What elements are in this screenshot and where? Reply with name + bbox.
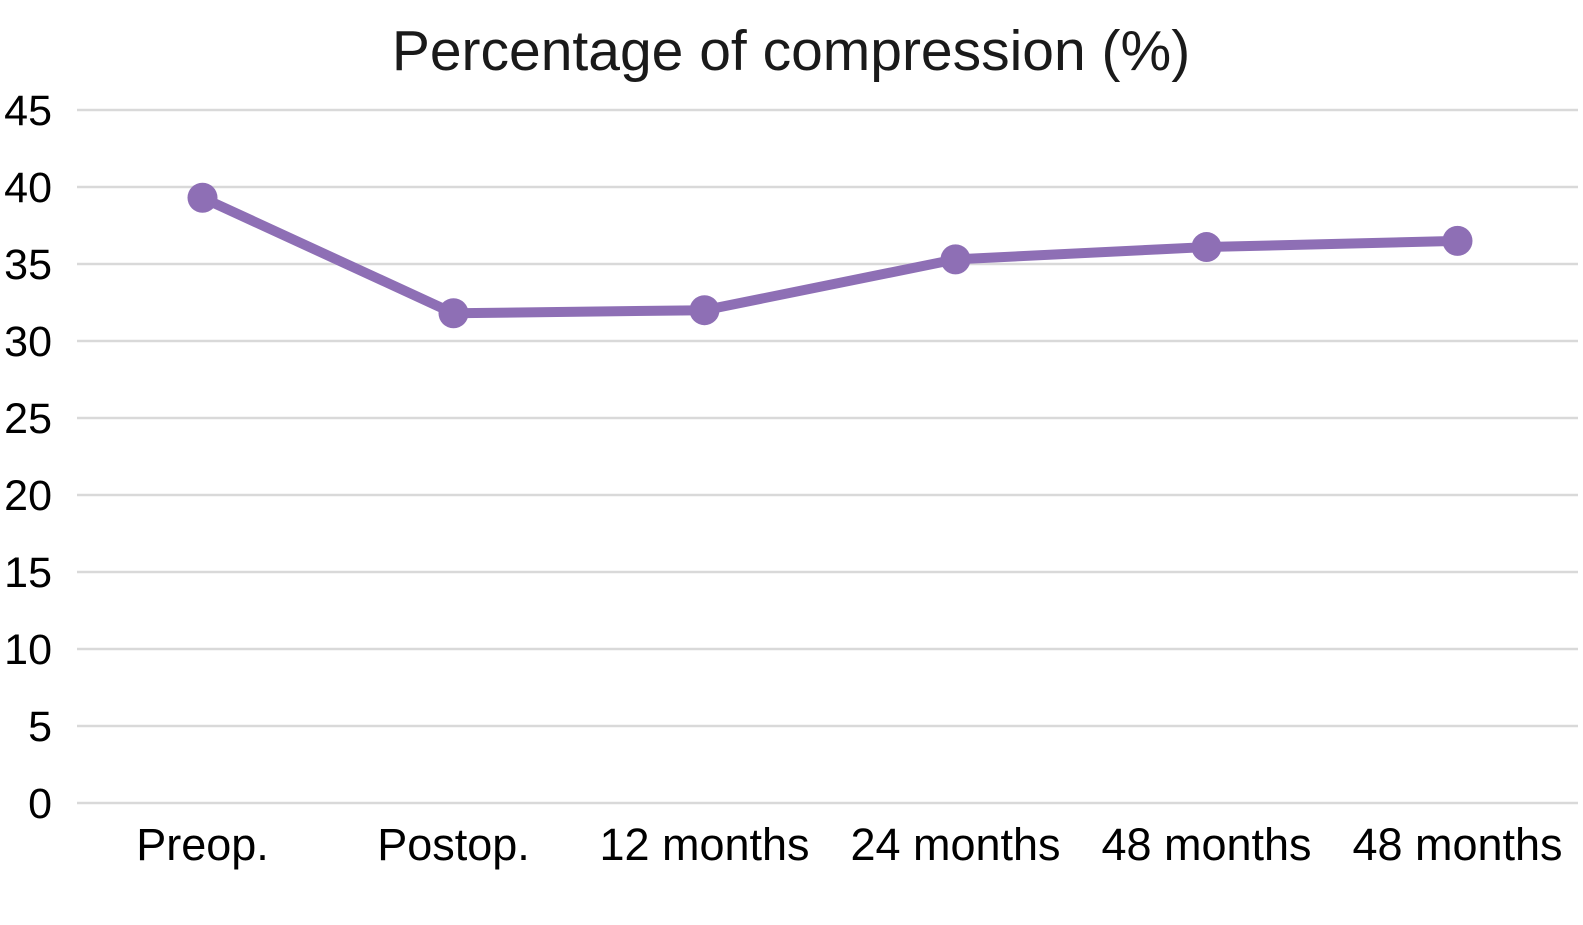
y-tick-label: 15 bbox=[4, 549, 52, 597]
y-tick-label: 5 bbox=[28, 703, 52, 751]
x-axis-label: 48 months bbox=[1101, 819, 1311, 870]
y-tick-label: 45 bbox=[4, 87, 52, 135]
series-line bbox=[197, 192, 1463, 319]
data-point-marker bbox=[187, 182, 218, 213]
data-point-marker bbox=[1442, 225, 1473, 256]
y-tick-label: 25 bbox=[4, 395, 52, 443]
chart-title: Percentage of compression (%) bbox=[392, 19, 1190, 83]
series-line-group bbox=[187, 182, 1473, 329]
y-axis-labels: 0 5 10 15 20 25 30 35 40 45 bbox=[4, 87, 52, 828]
x-axis-label: 12 months bbox=[599, 819, 809, 870]
y-tick-label: 40 bbox=[4, 164, 52, 212]
data-point-marker bbox=[940, 244, 971, 275]
y-tick-label: 35 bbox=[4, 241, 52, 289]
x-axis-label: 48 months bbox=[1352, 819, 1562, 870]
data-point-marker bbox=[438, 298, 469, 329]
data-point-marker bbox=[1191, 232, 1222, 263]
y-tick-label: 20 bbox=[4, 472, 52, 520]
x-axis-label: 24 months bbox=[850, 819, 1060, 870]
y-tick-label: 0 bbox=[28, 780, 52, 828]
data-point-marker bbox=[689, 295, 720, 326]
x-axis-label: Preop. bbox=[136, 819, 269, 870]
y-tick-label: 10 bbox=[4, 626, 52, 674]
gridlines bbox=[77, 108, 1578, 805]
x-axis-label: Postop. bbox=[377, 819, 530, 870]
x-axis-labels: Preop. Postop. 12 months 24 months 48 months… bbox=[136, 819, 1562, 870]
y-tick-label: 30 bbox=[4, 318, 52, 366]
